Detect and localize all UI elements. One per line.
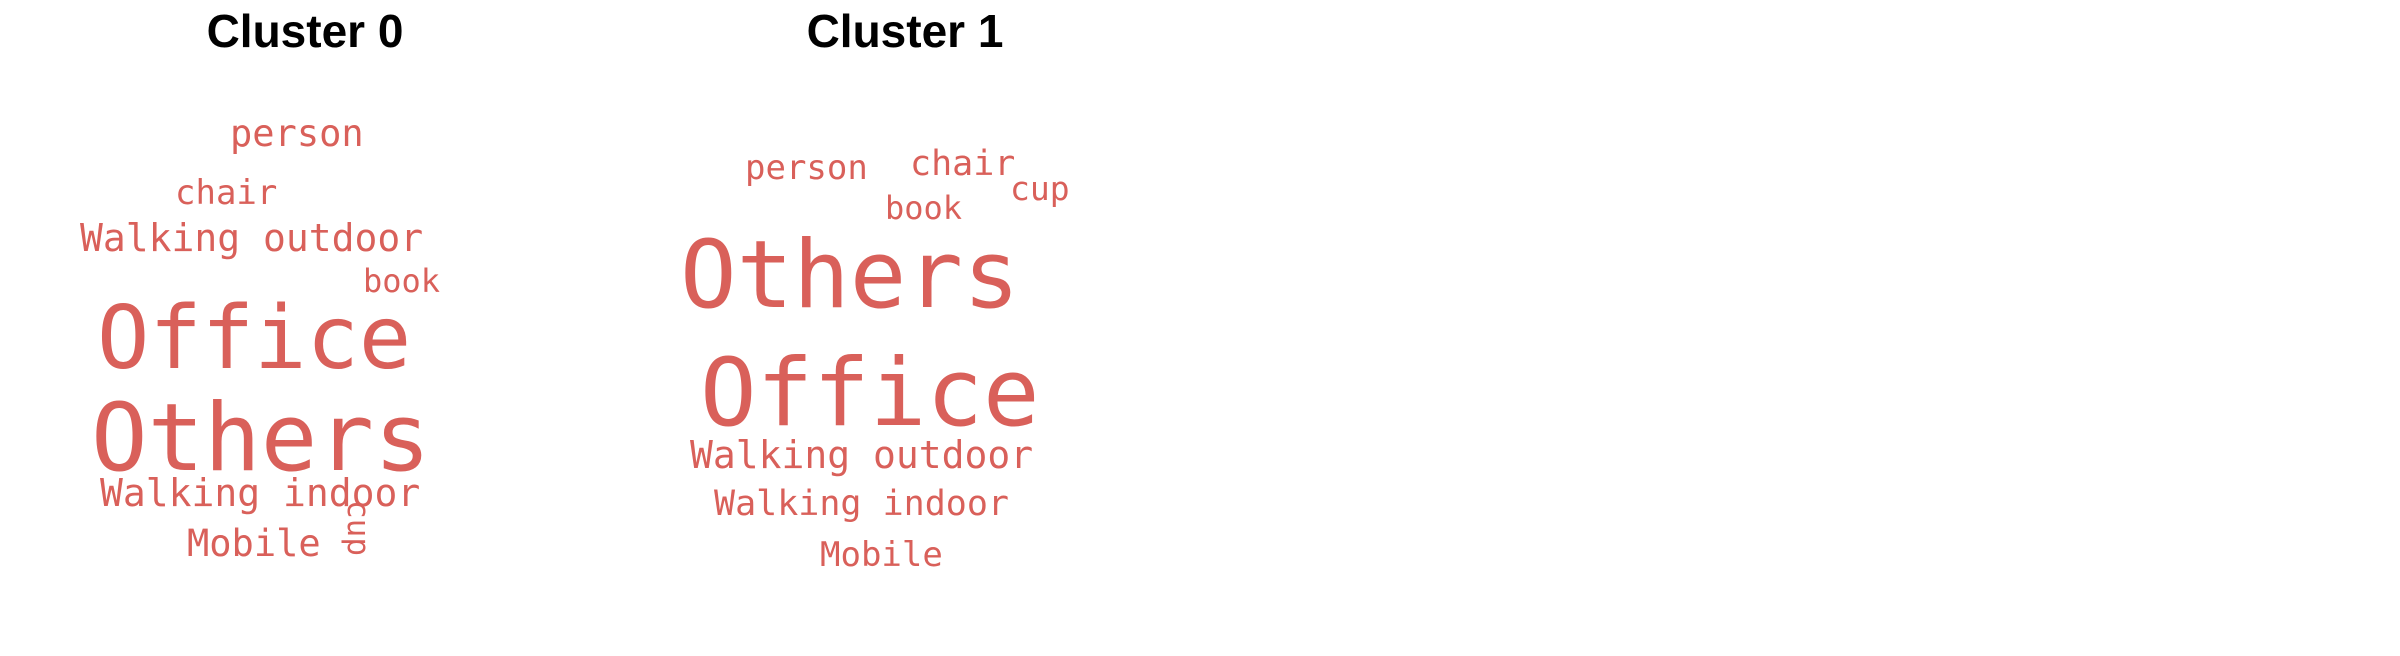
word-person: person (745, 148, 868, 188)
word-office: Office (97, 287, 411, 389)
cluster-0-panel: Cluster 0 person chair Walking outdoor book… (0, 0, 610, 656)
word-office: Office (700, 339, 1040, 448)
word-mobile: Mobile (187, 522, 321, 565)
word-book: book (885, 189, 962, 227)
word-cup: cup (1010, 169, 1070, 208)
cluster-0-title: Cluster 0 (206, 5, 404, 57)
word-walking-indoor: Walking indoor (714, 484, 1009, 524)
word-book: book (363, 262, 440, 300)
word-person: person (230, 112, 364, 155)
word-others: Others (91, 384, 431, 493)
word-cup: cup (340, 500, 376, 556)
word-chair: chair (910, 144, 1015, 184)
word-walking-outdoor: Walking outdoor (80, 216, 423, 260)
cluster-1-panel: Cluster 1 person chair cup book Others Office… (600, 0, 1210, 656)
cluster-1-title: Cluster 1 (806, 5, 1004, 57)
word-walking-outdoor: Walking outdoor (690, 433, 1033, 477)
word-mobile: Mobile (820, 535, 943, 575)
word-chair: chair (175, 173, 277, 213)
word-walking-indoor: Walking indoor (100, 471, 420, 515)
word-others: Others (680, 221, 1020, 330)
